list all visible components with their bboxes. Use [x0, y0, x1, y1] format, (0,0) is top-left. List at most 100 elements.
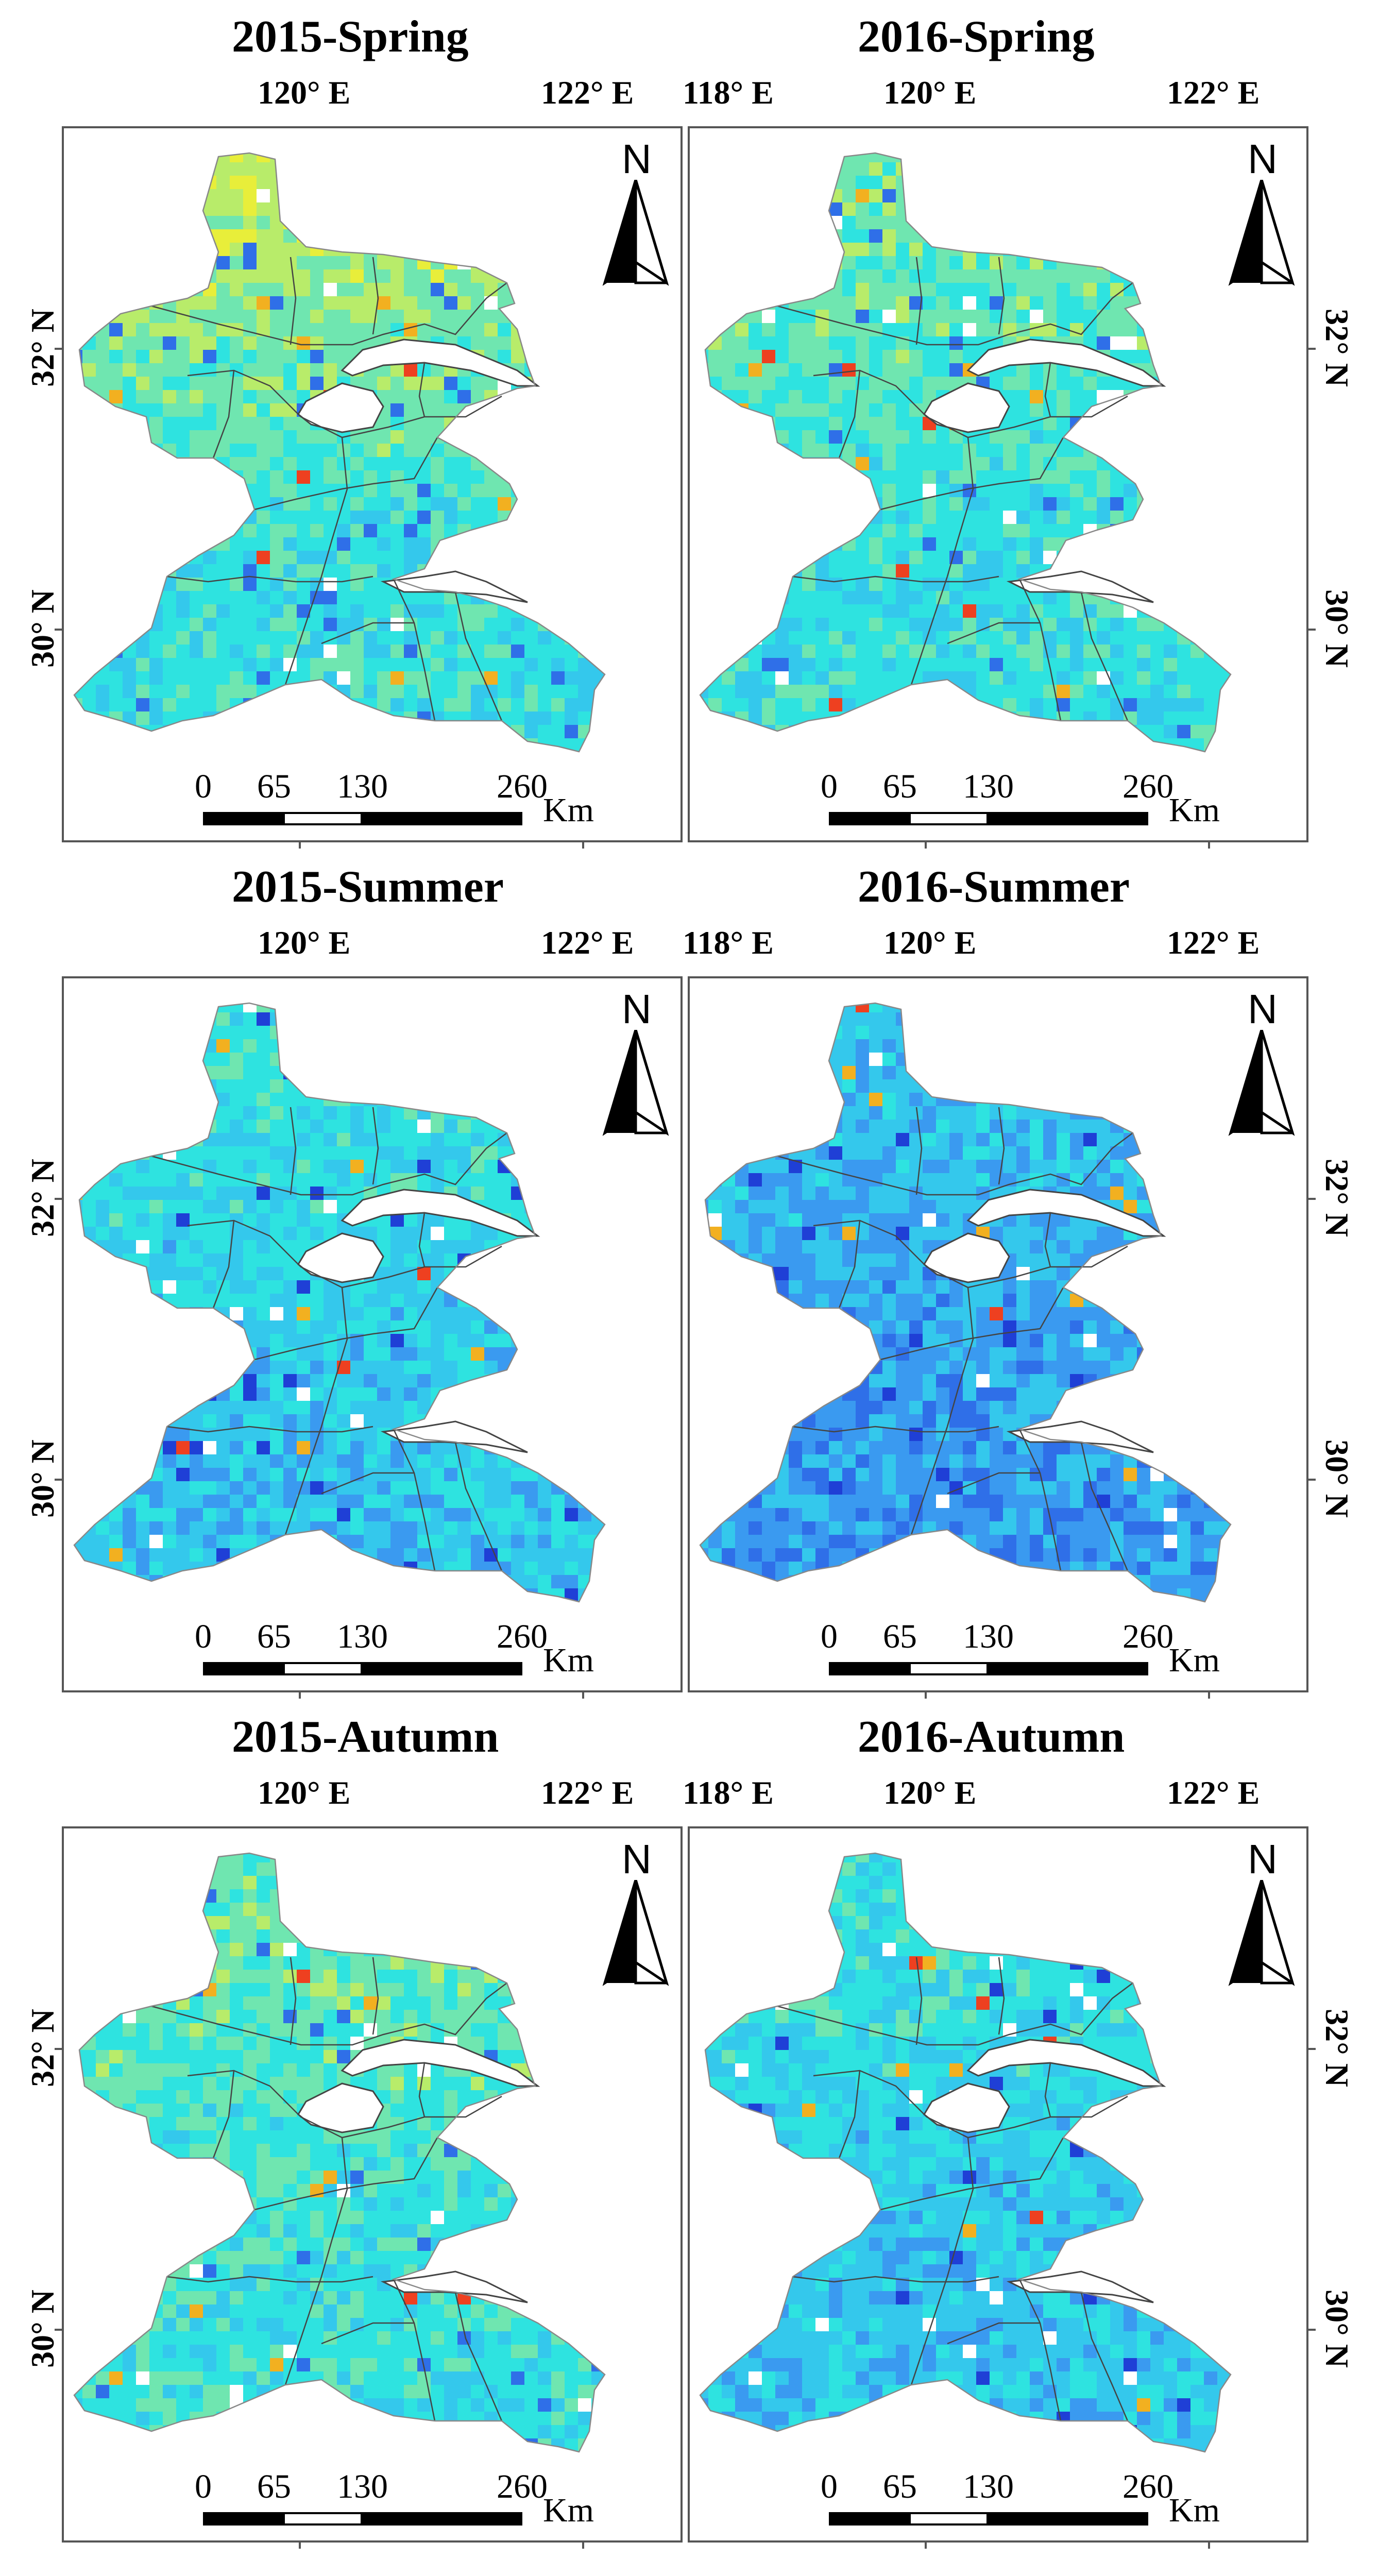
north-arrow-icon: N [1228, 1839, 1295, 1988]
admin-boundary [254, 437, 438, 511]
panel-title: 2015-Summer [232, 862, 504, 912]
season-map [699, 1002, 1232, 1603]
north-arrow-shape [602, 180, 669, 286]
longitude-label: 122° E [1167, 924, 1260, 961]
scale-bar: 0 65 130 260 Km [821, 768, 1282, 837]
scale-tick-label: 65 [257, 1618, 291, 1655]
admin-boundary [166, 2276, 373, 2283]
north-arrow-icon: N [602, 989, 669, 1138]
scale-tick-label: 260 [497, 2468, 548, 2505]
admin-boundary [290, 1957, 297, 2045]
map-frame: N 0 65 130 260 Km [62, 976, 683, 1692]
scale-tick-label: 130 [963, 2468, 1014, 2505]
admin-boundary [454, 1442, 503, 1571]
admin-boundary [393, 2279, 436, 2421]
scale-tick-label: 130 [963, 768, 1014, 805]
scale-tick-label: 0 [821, 2468, 838, 2505]
longitude-label: 120° E [883, 924, 977, 961]
map-frame: N 0 65 130 260 Km [688, 126, 1308, 842]
latitude-label: 32° N [1319, 1159, 1355, 1237]
scale-segment [829, 2512, 909, 2526]
admin-boundary [777, 1982, 1133, 2046]
river-area [380, 570, 528, 603]
admin-boundary [393, 1429, 436, 1571]
panel-title: 2015-Spring [232, 12, 469, 62]
admin-boundary [320, 437, 348, 577]
admin-boundary [321, 1472, 414, 1495]
raster-grid [700, 153, 1231, 752]
admin-boundary [1044, 362, 1051, 417]
scale-segment [363, 1662, 522, 1675]
latitude-tick [1308, 1198, 1316, 1200]
longitude-tick [1208, 2543, 1210, 2549]
latitude-tick [55, 348, 62, 350]
north-arrow-shape [602, 1030, 669, 1136]
north-letter: N [1248, 1836, 1278, 1882]
map-panel-2016-summer: 2016-Summer 118° E 120° E 122° E N 0 65 130 260 K… [683, 850, 1355, 1700]
admin-boundary [393, 579, 436, 721]
admin-boundary [290, 257, 297, 345]
longitude-tick [1208, 1692, 1210, 1699]
season-map [73, 152, 606, 753]
scale-tick-label: 0 [195, 2468, 212, 2505]
admin-boundary [910, 576, 948, 685]
north-arrow-icon: N [602, 1839, 669, 1988]
latitude-label: 30° N [1319, 2290, 1355, 2368]
north-letter: N [622, 1836, 652, 1882]
scale-bar: 0 65 130 260 Km [195, 2468, 656, 2537]
region-outline [73, 1852, 606, 2453]
river-area [966, 1189, 1166, 1237]
scale-tick-label: 65 [257, 2468, 291, 2505]
admin-boundary [915, 257, 923, 345]
admin-boundary [321, 622, 414, 645]
region-outline [699, 1002, 1232, 1603]
scale-tick-label: 130 [337, 1618, 388, 1655]
panel-title: 2016-Summer [858, 862, 1130, 912]
map-panel-2016-autumn: 2016-Autumn 118° E 120° E 122° E N 0 65 130 260 K… [683, 1700, 1355, 2550]
longitude-tick [1208, 842, 1210, 849]
region-outline [699, 152, 1232, 753]
scale-unit: Km [1169, 791, 1220, 829]
season-map [699, 1852, 1232, 2453]
admin-boundary [212, 2070, 235, 2159]
season-map [73, 1852, 606, 2453]
admin-boundary [321, 2322, 414, 2345]
scale-tick-label: 130 [963, 1618, 1014, 1655]
river-area [341, 338, 540, 387]
admin-boundary [1080, 2292, 1129, 2421]
latitude-tick [1308, 2048, 1316, 2050]
river-area [966, 2039, 1166, 2087]
scale-bar: 0 65 130 260 Km [195, 1618, 656, 1687]
river-area [1006, 1420, 1154, 1453]
latitude-tick [55, 629, 62, 631]
scale-unit: Km [543, 2492, 594, 2529]
admin-boundary [320, 1287, 348, 1427]
river-area [966, 338, 1166, 387]
map-frame: N 0 65 130 260 Km [688, 1826, 1308, 2543]
river-area [1006, 570, 1154, 603]
latitude-tick [55, 2329, 62, 2331]
longitude-tick [925, 1692, 927, 1699]
map-panel-2015-spring: 2015-Spring 120° E 122° E N 0 65 130 260 Km 32° N… [24, 0, 695, 850]
latitude-label: 32° N [1319, 309, 1355, 387]
longitude-tick [299, 842, 301, 849]
region-outline [73, 1002, 606, 1603]
scale-segment [283, 812, 363, 825]
scale-tick-label: 130 [337, 768, 388, 805]
north-letter: N [622, 986, 652, 1032]
admin-boundary [1018, 1429, 1062, 1571]
admin-boundary [372, 257, 379, 335]
scale-bar: 0 65 130 260 Km [821, 2468, 1282, 2537]
admin-boundary [418, 362, 426, 417]
scale-segment [363, 2512, 522, 2526]
panel-title: 2016-Autumn [858, 1712, 1125, 1762]
panel-title: 2015-Autumn [232, 1712, 499, 1762]
panel-title: 2016-Spring [858, 12, 1095, 62]
admin-boundary [998, 257, 1005, 335]
admin-boundary [1080, 1442, 1129, 1571]
map-panel-2015-autumn: 2015-Autumn 120° E 122° E N 0 65 130 260 Km 32° N… [24, 1700, 695, 2550]
north-letter: N [622, 136, 652, 182]
scale-segment [989, 2512, 1148, 2526]
longitude-label: 122° E [541, 74, 634, 111]
scale-segment [363, 812, 522, 825]
